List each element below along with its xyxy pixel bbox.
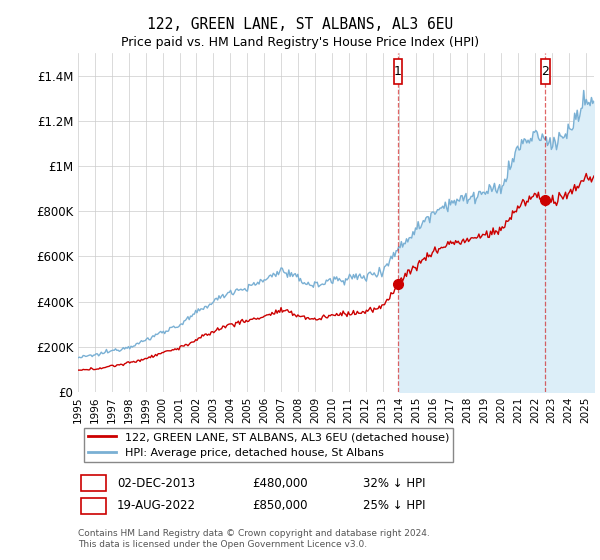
Text: 2: 2 bbox=[89, 499, 98, 512]
Text: 02-DEC-2013: 02-DEC-2013 bbox=[117, 477, 195, 490]
Text: 2: 2 bbox=[542, 65, 550, 78]
Text: 32% ↓ HPI: 32% ↓ HPI bbox=[363, 477, 425, 490]
Text: 19-AUG-2022: 19-AUG-2022 bbox=[117, 499, 196, 512]
Text: Price paid vs. HM Land Registry's House Price Index (HPI): Price paid vs. HM Land Registry's House … bbox=[121, 36, 479, 49]
Text: £480,000: £480,000 bbox=[252, 477, 308, 490]
Text: £850,000: £850,000 bbox=[252, 499, 308, 512]
Text: 25% ↓ HPI: 25% ↓ HPI bbox=[363, 499, 425, 512]
FancyBboxPatch shape bbox=[394, 59, 403, 83]
Text: 1: 1 bbox=[89, 477, 98, 490]
Text: Contains HM Land Registry data © Crown copyright and database right 2024.
This d: Contains HM Land Registry data © Crown c… bbox=[78, 529, 430, 549]
FancyBboxPatch shape bbox=[541, 59, 550, 83]
Text: 122, GREEN LANE, ST ALBANS, AL3 6EU: 122, GREEN LANE, ST ALBANS, AL3 6EU bbox=[147, 17, 453, 32]
Text: 1: 1 bbox=[394, 65, 402, 78]
Legend: 122, GREEN LANE, ST ALBANS, AL3 6EU (detached house), HPI: Average price, detach: 122, GREEN LANE, ST ALBANS, AL3 6EU (det… bbox=[83, 428, 454, 462]
